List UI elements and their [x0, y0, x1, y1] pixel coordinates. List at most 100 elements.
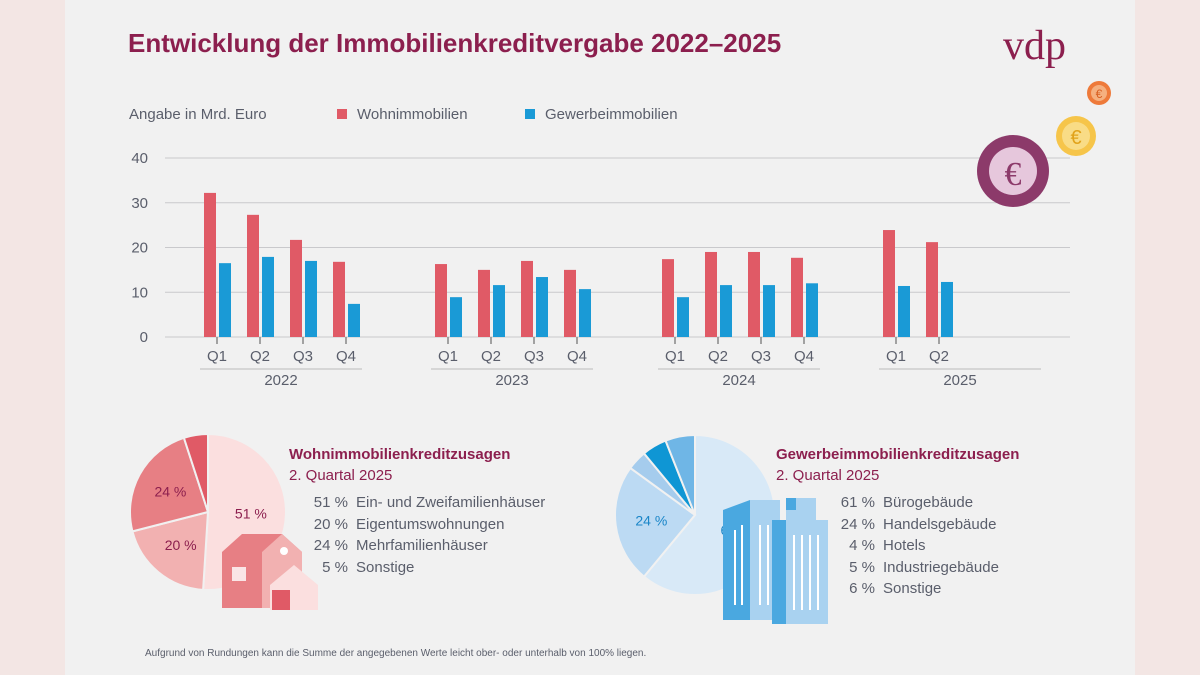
wohn-pie-title: Wohnimmobilienkreditzusagen 2. Quartal 20…: [289, 446, 511, 484]
footnote: Aufgrund von Rundungen kann die Summe de…: [145, 648, 647, 659]
year-label: 2023: [495, 372, 528, 389]
legend-item: 51 % Ein- und Zweifamilienhäuser: [306, 492, 545, 514]
bar-wohn-2025-Q1: [883, 230, 895, 337]
legend-label: Eigentumswohnungen: [356, 515, 505, 533]
bar-gewerbe-2023-Q4: [579, 289, 591, 337]
year-label: 2024: [722, 372, 755, 389]
legend-swatch-wohn: [337, 109, 347, 119]
legend-pct: 5 %: [849, 558, 875, 576]
legend-label: Handelsgebäude: [883, 515, 997, 533]
x-tick-label: Q2: [708, 348, 728, 365]
legend-label: Hotels: [883, 537, 926, 554]
bar-gewerbe-2023-Q3: [536, 277, 548, 337]
euro-coin-medium-icon: €: [1056, 116, 1096, 156]
bar-gewerbe-2024-Q1: [677, 297, 689, 337]
x-tick-label: Q3: [524, 348, 544, 365]
svg-text:€: €: [1070, 127, 1081, 149]
x-tick-label: Q3: [751, 348, 771, 365]
y-tick-label: 20: [131, 240, 148, 257]
x-tick-label: Q2: [929, 348, 949, 365]
x-tick-label: Q1: [665, 348, 685, 365]
year-label: 2025: [943, 372, 976, 389]
bar-gewerbe-2025-Q1: [898, 285, 910, 337]
pie-slice: [614, 466, 697, 579]
x-tick-label: Q4: [794, 348, 814, 365]
bar-wohn-2022-Q4: [333, 261, 345, 337]
legend-pct: 6 %: [849, 580, 875, 597]
bar-gewerbe-2024-Q3: [763, 285, 775, 337]
y-tick-label: 0: [140, 329, 148, 346]
euro-coin-large-icon: €: [977, 135, 1049, 207]
bar-wohn-2023-Q2: [478, 269, 490, 337]
legend-item: 61 % Bürogebäude: [833, 492, 999, 514]
pie-slice-label: 20 %: [165, 537, 197, 553]
bar-wohn-2023-Q4: [564, 269, 576, 337]
legend-label: Bürogebäude: [883, 494, 974, 511]
x-tick-label: Q1: [886, 348, 906, 365]
y-tick-label: 10: [131, 284, 148, 301]
bar-wohn-2023-Q1: [435, 264, 447, 337]
legend-item: 20 % Eigentumswohnungen: [306, 514, 545, 536]
pie-slice-label: 24 %: [635, 513, 667, 529]
legend-pct: 24 %: [313, 537, 348, 554]
y-tick-label: 40: [131, 150, 148, 167]
bar-gewerbe-2022-Q2: [262, 256, 274, 337]
bar-wohn-2024-Q4: [791, 257, 803, 337]
bar-wohn-2022-Q3: [290, 239, 302, 337]
legend-label: Sonstige: [883, 580, 942, 597]
y-axis-label: Angabe in Mrd. Euro: [129, 106, 267, 123]
legend-label: Industriegebäude: [883, 558, 999, 576]
bar-gewerbe-2023-Q1: [450, 297, 462, 337]
office-building-icon: [723, 498, 828, 624]
legend-pct: 5 %: [322, 558, 348, 576]
euro-coin-small-icon: €: [1087, 81, 1111, 105]
legend-label: Ein- und Zweifamilienhäuser: [356, 494, 546, 511]
legend-item: 5 % Industriegebäude: [833, 557, 999, 579]
pie-slice: [129, 436, 210, 533]
bar-gewerbe-2024-Q2: [720, 285, 732, 337]
bar-gewerbe-2025-Q2: [941, 281, 953, 337]
legend-item: 24 % Mehrfamilienhäuser: [306, 535, 545, 557]
gewerbe-pie-legend: 61 % Bürogebäude 24 % Handelsgebäude 4 % Hote…: [833, 492, 999, 600]
x-tick-label: Q2: [481, 348, 501, 365]
legend-item: 24 % Handelsgebäude: [833, 514, 999, 536]
legend-pct: 4 %: [849, 537, 875, 554]
svg-text:€: €: [1096, 87, 1103, 101]
pie-slice: [131, 510, 210, 591]
legend-label: Mehrfamilienhäuser: [356, 537, 488, 554]
bar-wohn-2025-Q2: [926, 242, 938, 337]
house-icon: [222, 534, 318, 610]
x-tick-label: Q4: [336, 348, 356, 365]
bar-wohn-2024-Q1: [662, 259, 674, 337]
legend-item: 6 % Sonstige: [833, 578, 999, 600]
bar-wohn-2024-Q2: [705, 251, 717, 337]
y-tick-label: 30: [131, 195, 148, 212]
pie-slice-label: 24 %: [154, 483, 186, 499]
x-tick-label: Q4: [567, 348, 587, 365]
bar-gewerbe-2024-Q4: [806, 283, 818, 337]
legend-pct: 20 %: [313, 515, 348, 533]
x-tick-label: Q2: [250, 348, 270, 365]
legend-pct: 24 %: [840, 515, 875, 533]
pie-slice: [182, 432, 209, 513]
svg-text:€: €: [1005, 156, 1022, 193]
bar-wohn-2022-Q1: [204, 192, 216, 337]
x-tick-label: Q1: [207, 348, 227, 365]
bar-gewerbe-2022-Q1: [219, 263, 231, 337]
bar-wohn-2023-Q3: [521, 260, 533, 337]
vdp-logo: vdp: [1003, 23, 1066, 69]
bar-gewerbe-2023-Q2: [493, 285, 505, 337]
page-title: Entwicklung der Immobilienkreditvergabe …: [128, 28, 782, 58]
bar-wohn-2022-Q2: [247, 214, 259, 337]
bar-gewerbe-2022-Q4: [348, 303, 360, 337]
x-tick-label: Q1: [438, 348, 458, 365]
legend-swatch-gewerbe: [525, 109, 535, 119]
legend-item: 5 % Sonstige: [306, 557, 545, 579]
bar-gewerbe-2022-Q3: [305, 260, 317, 337]
wohn-pie-legend: 51 % Ein- und Zweifamilienhäuser 20 % Eigen…: [306, 492, 545, 578]
legend-gewerbe: Gewerbeimmobilien: [545, 106, 678, 123]
